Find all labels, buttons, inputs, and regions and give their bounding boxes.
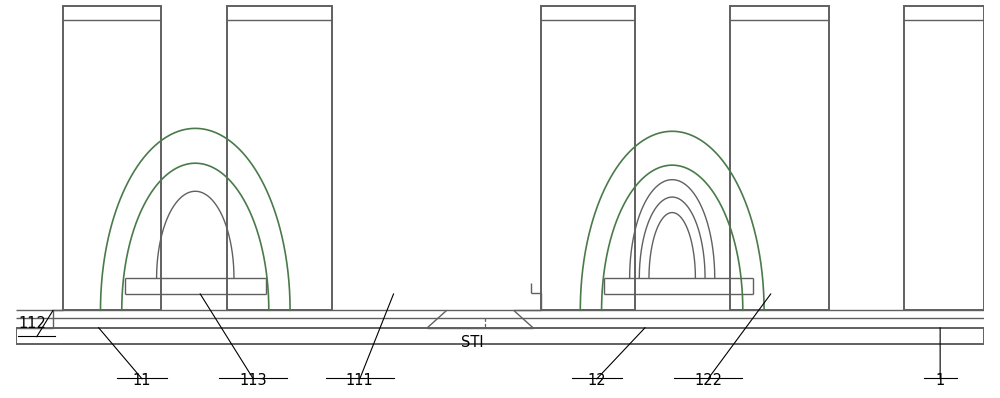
Text: 1: 1 bbox=[936, 373, 945, 388]
Text: 113: 113 bbox=[240, 373, 267, 388]
Text: 12: 12 bbox=[587, 373, 606, 388]
Text: 112: 112 bbox=[18, 316, 46, 331]
Text: 111: 111 bbox=[346, 373, 374, 388]
Text: 122: 122 bbox=[694, 373, 722, 388]
Text: STI: STI bbox=[461, 336, 484, 350]
Text: 11: 11 bbox=[133, 373, 151, 388]
